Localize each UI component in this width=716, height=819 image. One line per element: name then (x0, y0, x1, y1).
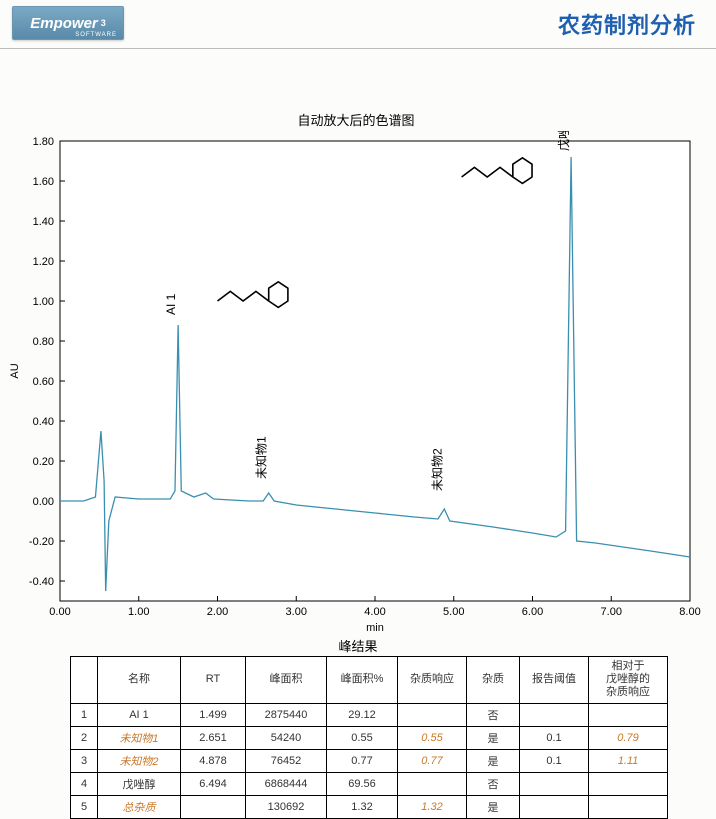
svg-text:6.00: 6.00 (522, 606, 543, 618)
logo-subtitle: SOFTWARE (75, 32, 117, 38)
table-cell: 4.878 (181, 749, 246, 772)
svg-text:min: min (366, 622, 384, 634)
table-cell: 29.12 (327, 703, 398, 726)
table-cell: 1.32 (327, 795, 398, 818)
table-cell (520, 795, 589, 818)
table-cell: 1 (71, 703, 98, 726)
svg-text:8.00: 8.00 (679, 606, 700, 618)
results-title: 峰结果 (0, 636, 716, 655)
table-row: 3未知物24.878764520.770.77是0.11.11 (71, 749, 668, 772)
svg-text:1.20: 1.20 (33, 256, 54, 268)
table-cell: 1.499 (181, 703, 246, 726)
table-cell (398, 772, 467, 795)
table-row: 1AI 11.499287544029.12 否 (71, 703, 668, 726)
peak-results-table: 名称RT峰面积峰面积%杂质响应杂质报告阈值相对于戊唑醇的杂质响应 1AI 11.… (70, 656, 668, 819)
chromatogram-panel: 自动放大后的色谱图 -0.40 -0.20 0.00 0.20 0.40 0.60 0.80… (6, 110, 706, 641)
col-header: 峰面积% (327, 657, 398, 704)
table-cell: 2.651 (181, 726, 246, 749)
header-divider (0, 48, 716, 49)
table-cell (589, 772, 668, 795)
table-cell: 否 (467, 772, 520, 795)
svg-text:7.00: 7.00 (601, 606, 622, 618)
table-cell: 0.1 (520, 726, 589, 749)
table-cell: 76452 (246, 749, 327, 772)
table-cell: 4 (71, 772, 98, 795)
svg-text:0.00: 0.00 (33, 496, 54, 508)
svg-text:2.00: 2.00 (207, 606, 228, 618)
table-cell: 1.32 (398, 795, 467, 818)
table-body: 1AI 11.499287544029.12否2未知物12.651542400.… (71, 703, 668, 818)
table-cell: 69.56 (327, 772, 398, 795)
table-cell: AI 1 (98, 703, 181, 726)
table-row: 2未知物12.651542400.550.55是0.10.79 (71, 726, 668, 749)
table-cell: 6.494 (181, 772, 246, 795)
col-header: RT (181, 657, 246, 704)
table-cell: 1.11 (589, 749, 668, 772)
chromatogram-svg: -0.40 -0.20 0.00 0.20 0.40 0.60 0.80 1.00 1.20 1.… (6, 131, 706, 641)
table-cell: 未知物2 (98, 749, 181, 772)
col-header: 名称 (98, 657, 181, 704)
logo-version: 3 (101, 18, 106, 28)
table-cell: 2875440 (246, 703, 327, 726)
table-cell (589, 703, 668, 726)
table-cell (520, 772, 589, 795)
table-cell (181, 795, 246, 818)
table-cell: 未知物1 (98, 726, 181, 749)
table-cell: 是 (467, 749, 520, 772)
svg-text:-0.40: -0.40 (29, 576, 54, 588)
table-cell: 0.55 (327, 726, 398, 749)
table-cell (520, 703, 589, 726)
svg-text:未知物2: 未知物2 (430, 448, 444, 491)
svg-text:1.00: 1.00 (128, 606, 149, 618)
table-cell: 0.1 (520, 749, 589, 772)
svg-text:4.00: 4.00 (364, 606, 385, 618)
table-cell: 是 (467, 726, 520, 749)
svg-text:0.20: 0.20 (33, 456, 54, 468)
table-cell: 3 (71, 749, 98, 772)
svg-text:1.60: 1.60 (33, 176, 54, 188)
col-header: 杂质响应 (398, 657, 467, 704)
col-header: 相对于戊唑醇的杂质响应 (589, 657, 668, 704)
table-cell: 5 (71, 795, 98, 818)
logo-main: Empower (30, 15, 98, 32)
col-header: 报告阈值 (520, 657, 589, 704)
svg-text:未知物1: 未知物1 (255, 436, 269, 479)
svg-text:1.40: 1.40 (33, 216, 54, 228)
table-cell: 总杂质 (98, 795, 181, 818)
table-cell: 0.79 (589, 726, 668, 749)
svg-text:0.80: 0.80 (33, 336, 54, 348)
svg-text:0.60: 0.60 (33, 376, 54, 388)
table-cell: 戊唑醇 (98, 772, 181, 795)
svg-text:AI 1: AI 1 (164, 293, 178, 315)
svg-text:5.00: 5.00 (443, 606, 464, 618)
table-row: 5总杂质1306921.321.32是 (71, 795, 668, 818)
table-cell: 0.77 (398, 749, 467, 772)
svg-text:0.40: 0.40 (33, 416, 54, 428)
svg-text:戊唑醇: 戊唑醇 (556, 131, 571, 151)
svg-text:1.80: 1.80 (33, 136, 54, 148)
col-header: 峰面积 (246, 657, 327, 704)
table-header-row: 名称RT峰面积峰面积%杂质响应杂质报告阈值相对于戊唑醇的杂质响应 (71, 657, 668, 704)
col-header: 杂质 (467, 657, 520, 704)
empower-logo: Empower 3 SOFTWARE (12, 6, 124, 40)
page-title: 农药制剂分析 (558, 8, 696, 40)
table-row: 4戊唑醇6.494686844469.56 否 (71, 772, 668, 795)
table-cell (589, 795, 668, 818)
table-cell: 130692 (246, 795, 327, 818)
table-cell: 6868444 (246, 772, 327, 795)
col-index (71, 657, 98, 704)
svg-text:0.00: 0.00 (49, 606, 70, 618)
svg-text:AU: AU (9, 363, 21, 378)
svg-text:-0.20: -0.20 (29, 536, 54, 548)
table-cell (398, 703, 467, 726)
table-cell: 0.55 (398, 726, 467, 749)
table-cell: 0.77 (327, 749, 398, 772)
table-cell: 是 (467, 795, 520, 818)
table-cell: 2 (71, 726, 98, 749)
svg-text:1.00: 1.00 (33, 296, 54, 308)
table-cell: 54240 (246, 726, 327, 749)
chart-title: 自动放大后的色谱图 (6, 110, 706, 129)
svg-text:3.00: 3.00 (286, 606, 307, 618)
table-cell: 否 (467, 703, 520, 726)
